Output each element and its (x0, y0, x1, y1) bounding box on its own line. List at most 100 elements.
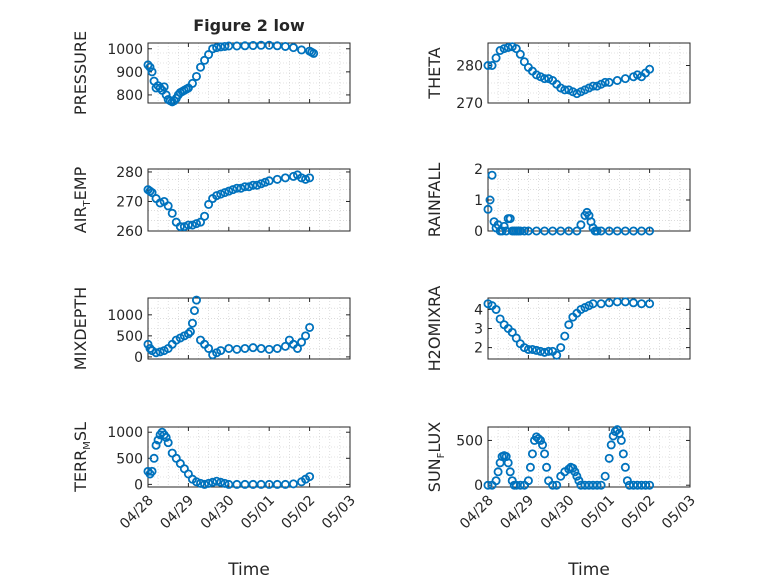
data-point (232, 344, 242, 354)
y-tick-label: 2 (474, 341, 483, 357)
data-point (163, 438, 173, 448)
data-point (280, 479, 290, 489)
data-point (256, 179, 266, 189)
x-tick-label: 05/03 (659, 493, 699, 533)
data-point (485, 195, 495, 205)
y-axis-label: SUNFLUX (425, 422, 447, 492)
x-axis-label: Time (227, 560, 270, 580)
data-point (151, 348, 161, 358)
data-point (212, 476, 222, 486)
axes-box (147, 426, 351, 488)
data-point (620, 297, 630, 307)
data-point (288, 43, 298, 53)
subplot-sun-flux: 0 500 SUNFLUX 04/28 04/29 04/30 05/01 05/02 05/0… (425, 422, 699, 580)
data-point (183, 329, 193, 339)
data-point (200, 55, 210, 65)
data-point (191, 295, 201, 305)
data-point (216, 477, 226, 487)
data-point (620, 74, 630, 84)
data-point (645, 480, 655, 490)
data-point (588, 81, 598, 91)
x-tick-label: 04/29 (157, 493, 197, 533)
data-point (560, 85, 570, 95)
data-point (612, 76, 622, 86)
data-point (495, 314, 505, 324)
y-tick-label: 500 (456, 433, 483, 449)
data-point (280, 341, 290, 351)
data-point (491, 53, 501, 63)
data-point (264, 40, 274, 50)
data-point (264, 344, 274, 354)
data-point (187, 220, 197, 230)
data-point (618, 449, 628, 459)
data-point (187, 318, 197, 328)
data-point (256, 343, 266, 353)
data-point (240, 182, 250, 192)
y-tick-label: 500 (116, 451, 143, 467)
y-tick-label: 260 (116, 224, 143, 240)
data-point (493, 467, 503, 477)
data-point (260, 177, 270, 187)
data-point (572, 471, 582, 481)
subplot-rainfall: 0 1 2 RAINFALL (425, 162, 691, 240)
data-point (527, 344, 537, 354)
data-point (236, 183, 246, 193)
y-tick-label: 280 (456, 59, 483, 75)
data-point (552, 480, 562, 490)
data-point (200, 479, 210, 489)
data-point (620, 462, 630, 472)
data-point (216, 346, 226, 356)
data-point (224, 343, 234, 353)
data-point (645, 299, 655, 309)
data-point (309, 48, 319, 58)
y-tick-label: 0 (134, 477, 143, 493)
data-point (519, 226, 529, 236)
data-point (511, 333, 521, 343)
data-point (224, 186, 234, 196)
data-point (200, 211, 210, 221)
y-tick-label: 1000 (107, 308, 143, 324)
data-point (292, 343, 302, 353)
data-point (220, 478, 230, 488)
data-point (503, 458, 513, 468)
data-point (220, 41, 230, 51)
data-point (540, 347, 550, 357)
data-point (507, 327, 517, 337)
data-point (552, 350, 562, 360)
y-axis-label: THETA (425, 47, 444, 99)
y-tick-label: 270 (116, 194, 143, 210)
y-tick-label: 1 (474, 193, 483, 209)
data-point (147, 188, 157, 198)
data-point (161, 90, 171, 100)
x-tick-label: 05/02 (279, 493, 319, 533)
data-point (232, 183, 242, 193)
data-point (163, 201, 173, 211)
subplot-air-temp: 260 270 280 AIRTEMP (71, 165, 351, 240)
data-point (540, 74, 550, 84)
data-point (228, 185, 238, 195)
data-point (220, 188, 230, 198)
data-point (544, 346, 554, 356)
data-point (204, 478, 214, 488)
data-point (483, 480, 493, 490)
data-point (628, 298, 638, 308)
subplot-h2omixra: 2 3 4 H2OMIXRA (425, 286, 691, 371)
data-point (499, 221, 509, 231)
axes-box (147, 168, 351, 232)
data-point (175, 222, 185, 232)
data-point (145, 62, 155, 72)
x-tick-label: 04/28 (457, 493, 497, 533)
data-point (280, 173, 290, 183)
y-tick-label: 280 (116, 165, 143, 181)
subplot-terr-msl: 0 500 1000 TERRMSL 04/28 04/29 04/30 05/01 05/02… (71, 422, 359, 580)
data-point (560, 331, 570, 341)
data-point (149, 453, 159, 463)
data-point (161, 432, 171, 442)
data-point (548, 480, 558, 490)
data-point (216, 42, 226, 52)
subplot-mixdepth: 0 500 1000 MIXDEPTH (71, 287, 351, 370)
data-point (212, 43, 222, 53)
data-point (216, 189, 226, 199)
data-point (147, 67, 157, 77)
data-point (145, 343, 155, 353)
